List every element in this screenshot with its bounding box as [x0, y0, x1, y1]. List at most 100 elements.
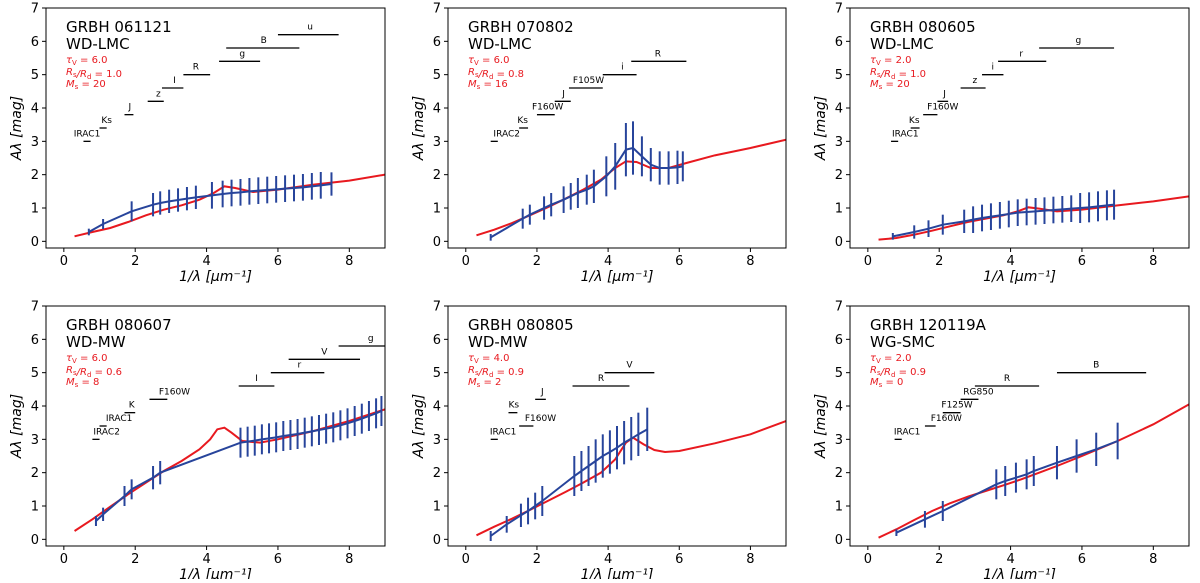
band-label: F160W: [525, 414, 556, 424]
param-label: τV = 4.0: [468, 353, 509, 365]
y-tick-label: 7: [835, 2, 843, 17]
x-tick-label: 6: [1078, 552, 1086, 567]
param-label: τV = 2.0: [870, 55, 911, 67]
band-label: J: [942, 89, 946, 99]
band-label: Ks: [101, 116, 112, 126]
plot-area: [476, 121, 786, 241]
param-label: Rs/Rd = 0.6: [66, 365, 122, 379]
plot-area: [878, 189, 1189, 241]
x-tick-label: 2: [935, 254, 943, 269]
y-tick-label: 6: [31, 333, 39, 348]
y-tick-label: 1: [433, 202, 441, 217]
y-tick-label: 7: [433, 2, 441, 17]
band-label: IRAC1: [894, 427, 921, 437]
x-tick-label: 2: [935, 552, 943, 567]
chart-title: GRBH 070802: [468, 18, 574, 36]
x-tick-label: 4: [604, 552, 612, 567]
param-label: Ms = 16: [468, 79, 508, 91]
y-tick-label: 5: [835, 366, 843, 381]
panel-5: 0 2 4 6 8 0 1 2 3 4 5 6 7 1/λ [μm⁻¹] Aλ [mag] GRBH 0808…: [411, 300, 787, 583]
x-axis-label: 1/λ [μm⁻¹]: [179, 269, 252, 285]
x-tick-label: 2: [131, 254, 139, 269]
x-tick-label: 8: [746, 254, 754, 269]
y-tick-label: 3: [31, 135, 39, 150]
panel-4: 0 2 4 6 8 0 1 2 3 4 5 6 7 1/λ [μm⁻¹] Aλ [mag] GRBH 0806…: [9, 300, 386, 583]
x-axis-label: 1/λ [μm⁻¹]: [983, 567, 1056, 579]
x-axis-label: 1/λ [μm⁻¹]: [983, 269, 1056, 285]
y-tick-label: 3: [31, 433, 39, 448]
x-tick-label: 0: [864, 552, 872, 567]
band-label: F125W: [941, 401, 972, 411]
band-label: K: [129, 401, 136, 411]
param-label: Ms = 20: [870, 79, 910, 91]
x-tick-label: 0: [462, 254, 470, 269]
band-label: IRAC1: [74, 129, 101, 139]
x-tick-label: 6: [274, 552, 282, 567]
plot-frame: [849, 7, 1190, 249]
x-tick-label: 2: [533, 552, 541, 567]
y-tick-label: 1: [31, 500, 39, 515]
x-tick-label: 4: [202, 254, 210, 269]
band-label: r: [298, 361, 302, 371]
band-label: g: [1076, 36, 1082, 46]
band-label: F160W: [159, 387, 190, 397]
x-tick-label: 0: [60, 552, 68, 567]
x-tick-label: 0: [864, 254, 872, 269]
band-label: RG850: [963, 387, 994, 397]
band-label: i: [621, 63, 624, 73]
band-label: V: [321, 347, 328, 357]
y-tick-label: 2: [433, 466, 441, 481]
plot-frame: [45, 7, 386, 249]
y-tick-label: 4: [31, 102, 39, 117]
observed-line: [895, 440, 1118, 534]
band-label: J: [128, 103, 132, 113]
y-tick-label: 6: [433, 35, 441, 50]
band-label: J: [540, 387, 544, 397]
param-label: Rs/Rd = 0.9: [870, 365, 926, 379]
band-label: F160W: [532, 103, 563, 113]
band-label: i: [991, 63, 994, 73]
model-line: [74, 408, 385, 532]
band-label: B: [261, 36, 267, 46]
chart-subtitle: WD-MW: [66, 333, 126, 351]
chart-title: GRBH 120119A: [870, 316, 987, 334]
y-tick-label: 2: [31, 168, 39, 183]
chart-subtitle: WD-LMC: [468, 35, 532, 53]
chart-title: GRBH 080607: [66, 316, 172, 334]
panel-3: 0 2 4 6 8 0 1 2 3 4 5 6 7 1/λ [μm⁻¹] Aλ [mag] GRBH 0806…: [813, 2, 1190, 285]
param-label: Rs/Rd = 1.0: [870, 67, 926, 81]
x-tick-label: 0: [60, 254, 68, 269]
chart-subtitle: WD-LMC: [870, 35, 934, 53]
param-label: Ms = 20: [66, 79, 106, 91]
observed-line: [88, 183, 332, 233]
band-label: r: [1019, 49, 1023, 59]
y-tick-label: 4: [31, 400, 39, 415]
x-tick-label: 8: [345, 254, 353, 269]
band-label: g: [368, 334, 374, 344]
y-tick-label: 1: [31, 202, 39, 217]
band-label: z: [973, 76, 978, 86]
panel-6: 0 2 4 6 8 0 1 2 3 4 5 6 7 1/λ [μm⁻¹] Aλ [mag] GRBH 1201…: [813, 300, 1190, 583]
x-tick-label: 8: [345, 552, 353, 567]
y-axis-label: Aλ [mag]: [9, 96, 25, 161]
plot-frame: [45, 305, 386, 547]
y-tick-label: 3: [835, 135, 843, 150]
y-axis-label: Aλ [mag]: [411, 394, 427, 459]
x-tick-label: 8: [1149, 552, 1157, 567]
y-tick-label: 6: [835, 35, 843, 50]
x-tick-label: 4: [1006, 552, 1014, 567]
chart-subtitle: WG-SMC: [870, 333, 935, 351]
x-tick-label: 6: [1078, 254, 1086, 269]
band-label: V: [626, 361, 633, 371]
y-tick-label: 5: [433, 366, 441, 381]
x-tick-label: 6: [675, 552, 683, 567]
y-axis-label: Aλ [mag]: [9, 394, 25, 459]
y-tick-label: 5: [835, 68, 843, 83]
param-label: τV = 6.0: [66, 353, 107, 365]
plot-area: [878, 403, 1189, 539]
plot-frame: [849, 305, 1190, 547]
y-axis-label: Aλ [mag]: [813, 394, 829, 459]
param-label: Ms = 0: [870, 377, 903, 389]
band-label: IRAC1: [892, 129, 919, 139]
